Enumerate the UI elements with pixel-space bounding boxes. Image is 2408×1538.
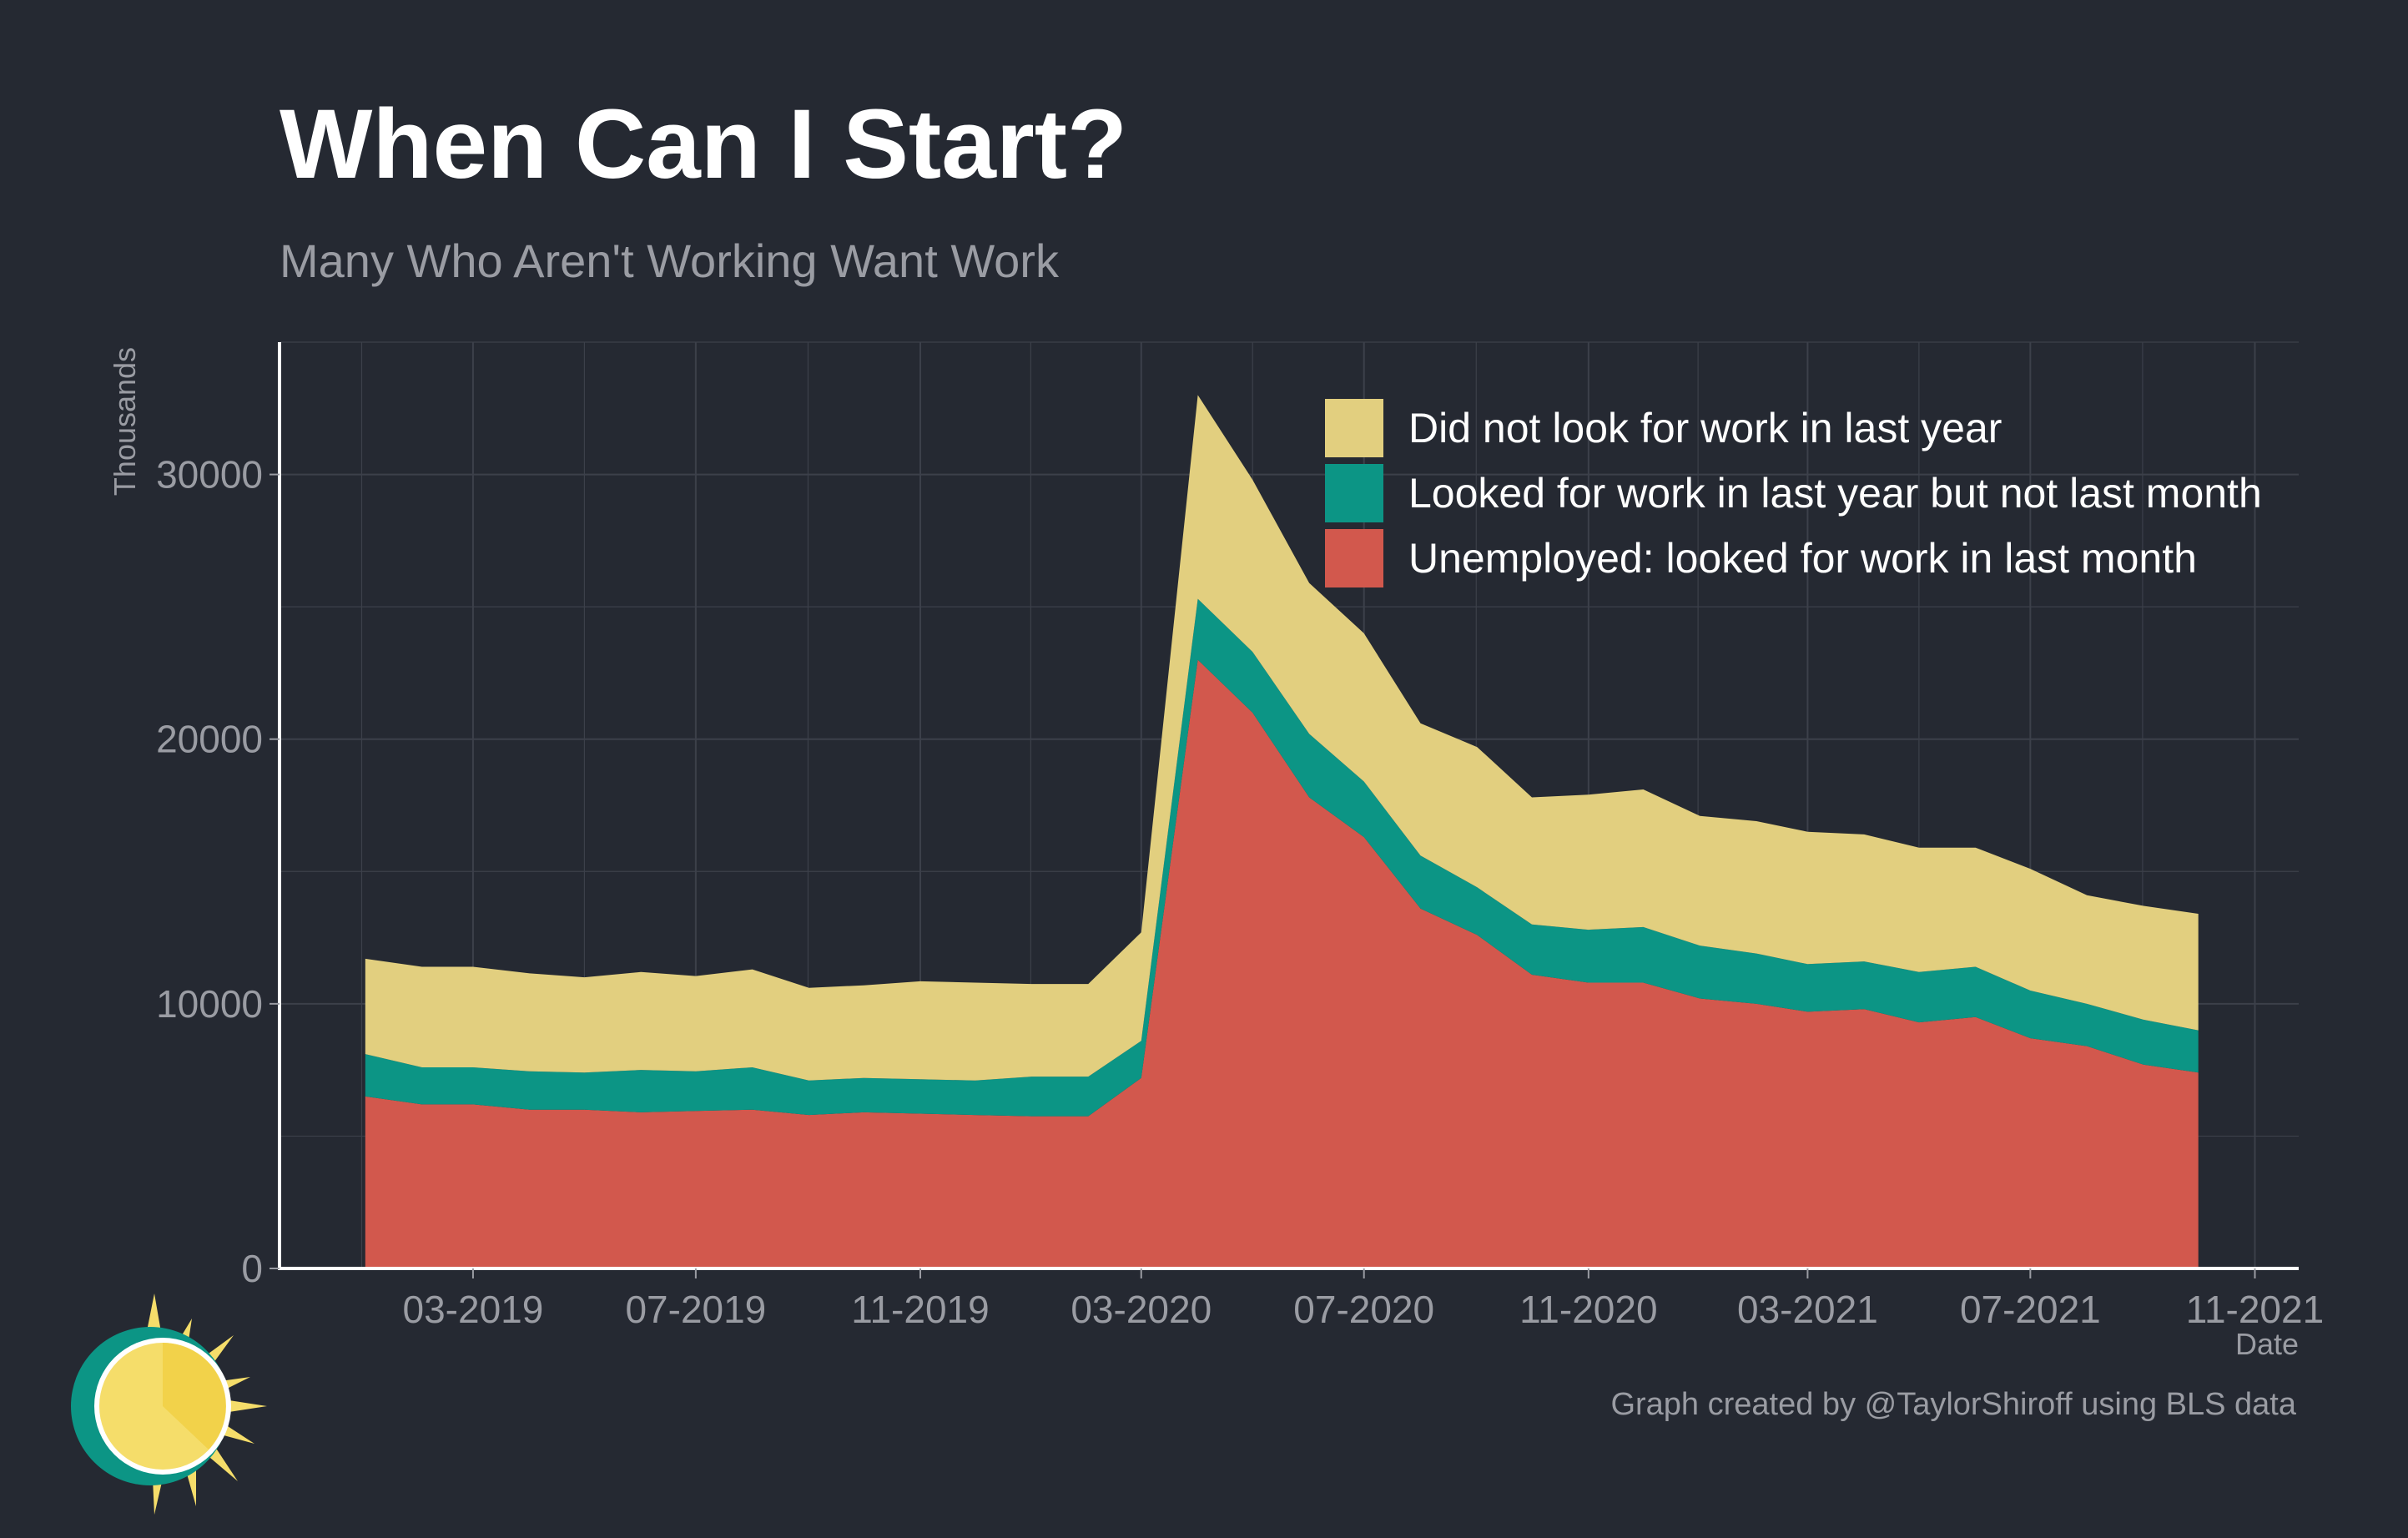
chart-subtitle: Many Who Aren't Working Want Work <box>280 234 1059 287</box>
area-series-2 <box>365 395 2199 1081</box>
x-axis-title: Date <box>2235 1327 2299 1361</box>
x-tick-label: 11-2019 <box>851 1288 989 1331</box>
legend: Did not look for work in last year Looked… <box>1325 399 2262 587</box>
sun-logo-icon <box>71 1293 267 1515</box>
axes: 0 10000 20000 30000 03-2019 07-2019 11-2019 03-… <box>108 342 2324 1361</box>
area-series-0 <box>365 659 2199 1268</box>
y-tick-label: 30000 <box>156 453 263 497</box>
legend-label: Looked for work in last year but not las… <box>1408 470 2262 517</box>
x-tick-label: 11-2021 <box>2186 1288 2324 1331</box>
area-series-1 <box>365 598 2199 1117</box>
chart-credit: Graph created by @TaylorShiroff using BL… <box>1610 1387 2296 1422</box>
area-layer <box>365 395 2199 1268</box>
x-tick-label: 11-2020 <box>1519 1288 1657 1331</box>
chart-title: When Can I Start? <box>280 89 1128 199</box>
x-tick-label: 07-2021 <box>1960 1288 2101 1331</box>
legend-label: Unemployed: looked for work in last mont… <box>1408 535 2197 582</box>
legend-swatch <box>1325 464 1383 522</box>
legend-swatch <box>1325 529 1383 587</box>
y-axis-title: Thousands <box>108 347 142 496</box>
x-tick-label: 07-2019 <box>625 1288 766 1331</box>
x-tick-label: 03-2019 <box>403 1288 544 1331</box>
x-tick-label: 03-2020 <box>1071 1288 1212 1331</box>
y-tick-label: 20000 <box>156 718 263 761</box>
legend-label: Did not look for work in last year <box>1408 405 2002 451</box>
y-tick-label: 0 <box>241 1247 263 1290</box>
y-tick-label: 10000 <box>156 982 263 1026</box>
x-tick-label: 07-2020 <box>1293 1288 1434 1331</box>
legend-swatch <box>1325 399 1383 457</box>
x-tick-label: 03-2021 <box>1737 1288 1878 1331</box>
